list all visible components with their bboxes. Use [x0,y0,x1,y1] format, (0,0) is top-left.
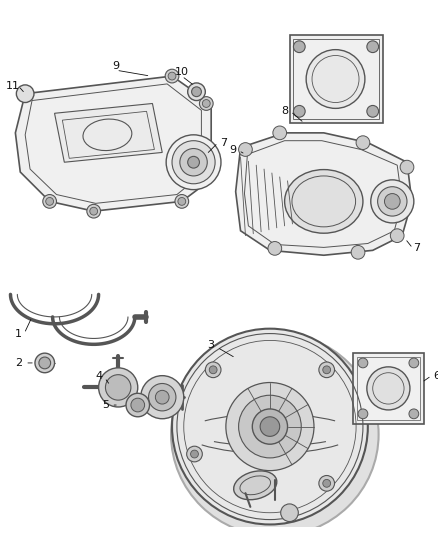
Circle shape [409,358,419,368]
Circle shape [273,126,286,140]
Circle shape [43,195,57,208]
Circle shape [166,135,221,190]
Text: 5: 5 [102,400,109,410]
Circle shape [175,195,189,208]
Circle shape [293,106,305,117]
Circle shape [252,409,288,444]
Circle shape [188,83,205,101]
Circle shape [358,358,368,368]
Circle shape [390,229,404,243]
Circle shape [99,368,138,407]
Circle shape [168,72,176,80]
Circle shape [356,136,370,149]
Circle shape [367,41,378,53]
Circle shape [180,149,207,176]
Text: 9: 9 [229,146,236,156]
Circle shape [385,193,400,209]
Text: 7: 7 [220,138,227,148]
Circle shape [39,357,51,369]
Circle shape [306,50,365,108]
Circle shape [188,156,199,168]
Circle shape [400,160,414,174]
Circle shape [178,198,186,205]
Ellipse shape [233,471,277,500]
Circle shape [126,393,149,417]
Circle shape [260,417,280,437]
Circle shape [199,96,213,110]
Circle shape [165,69,179,83]
Circle shape [293,41,305,53]
Text: 7: 7 [413,244,420,253]
Text: 2: 2 [15,358,22,368]
Circle shape [106,375,131,400]
Circle shape [90,207,98,215]
Circle shape [148,384,176,411]
Circle shape [226,383,314,471]
Circle shape [35,353,55,373]
Circle shape [191,450,198,458]
Circle shape [18,87,32,101]
Circle shape [205,362,221,378]
Circle shape [367,106,378,117]
Circle shape [358,409,368,419]
Polygon shape [236,133,412,255]
Text: 10: 10 [175,67,189,77]
Circle shape [155,390,169,404]
Circle shape [319,475,335,491]
Circle shape [172,329,368,524]
Circle shape [351,246,365,259]
Circle shape [131,398,145,412]
Circle shape [281,504,298,521]
Ellipse shape [171,333,378,533]
Circle shape [141,376,184,419]
Bar [357,357,420,419]
Circle shape [239,143,252,156]
Polygon shape [15,76,211,211]
Circle shape [21,90,29,98]
Circle shape [16,85,34,102]
Bar [353,353,424,424]
Circle shape [268,241,282,255]
Circle shape [371,180,414,223]
Circle shape [172,141,215,184]
Circle shape [209,366,217,374]
Text: 1: 1 [15,328,22,338]
Text: 4: 4 [95,370,102,381]
Text: 8: 8 [281,106,288,116]
Bar [290,35,382,123]
Text: 3: 3 [208,340,215,350]
Bar [293,39,378,119]
Circle shape [409,409,419,419]
Circle shape [378,187,407,216]
Circle shape [191,87,201,96]
Ellipse shape [285,169,363,233]
Circle shape [187,446,202,462]
Circle shape [323,366,331,374]
Circle shape [367,367,410,410]
Circle shape [239,395,301,458]
Text: 11: 11 [5,81,19,91]
Circle shape [87,204,101,218]
Circle shape [319,362,335,378]
Circle shape [46,198,53,205]
Polygon shape [55,103,162,162]
Circle shape [202,100,210,108]
Text: 9: 9 [113,61,120,71]
Circle shape [323,479,331,487]
Text: 6: 6 [433,370,438,381]
